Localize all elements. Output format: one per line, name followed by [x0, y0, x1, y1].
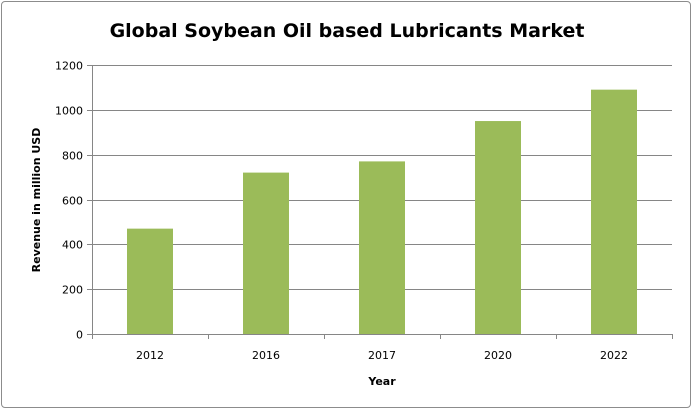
bar-2012: [127, 228, 173, 334]
bar-2017: [359, 161, 405, 334]
chart-title: Global Soybean Oil based Lubricants Mark…: [109, 20, 585, 42]
x-axis-title: Year: [367, 375, 396, 388]
y-tick-label: 600: [62, 195, 83, 208]
y-axis-title: Revenue in million USD: [30, 128, 43, 273]
x-tick-label: 2012: [136, 349, 164, 362]
y-tick-labels: 0 200 400 600 800 1000 1200: [55, 60, 83, 342]
y-tick-label: 200: [62, 284, 83, 297]
y-tick-label: 0: [76, 329, 83, 342]
x-tick-label: 2020: [484, 349, 512, 362]
x-tick-label: 2017: [368, 349, 396, 362]
x-tick-labels: 2012 2016 2017 2020 2022: [136, 349, 628, 362]
bar-2022: [591, 89, 637, 335]
bar-2016: [243, 172, 289, 334]
y-tick-label: 1000: [55, 105, 83, 118]
y-tick-label: 1200: [55, 60, 83, 73]
x-tick-label: 2016: [252, 349, 280, 362]
bars: [127, 89, 637, 335]
y-tick-label: 400: [62, 239, 83, 252]
y-tick-label: 800: [62, 150, 83, 163]
x-tick-label: 2022: [600, 349, 628, 362]
bar-2020: [475, 121, 521, 335]
axes: [87, 65, 673, 339]
